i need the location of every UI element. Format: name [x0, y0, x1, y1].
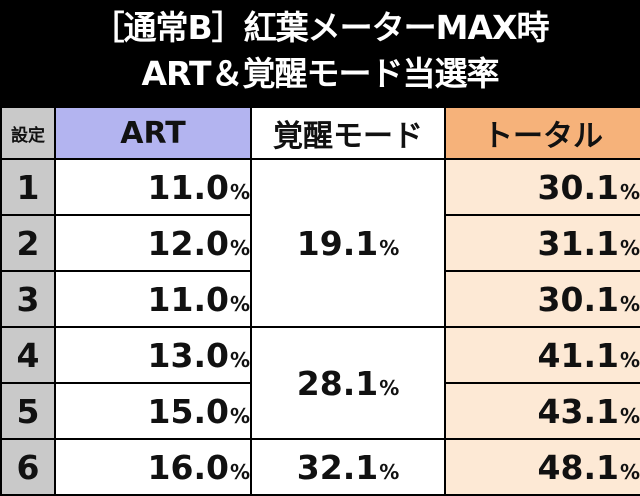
total-rate-cell: 41.1% [444, 326, 640, 384]
percent-sign: % [379, 375, 400, 400]
art-rate-cell: 16.0% [54, 438, 252, 496]
percent-sign: % [379, 459, 400, 484]
percent-sign: % [229, 347, 250, 372]
percent-sign: % [619, 403, 640, 428]
art-rate-cell: 11.0% [54, 158, 252, 216]
setting-cell: 3 [0, 270, 56, 328]
percent-sign: % [619, 291, 640, 316]
art-rate-cell: 12.0% [54, 214, 252, 272]
kakusei-rate-value: 19.1 [296, 223, 379, 263]
kakusei-rate-cell: 28.1% [250, 326, 446, 440]
art-rate-cell: 11.0% [54, 270, 252, 328]
total-rate-value: 41.1 [537, 335, 619, 375]
table-row: 5 15.0% 43.1% [0, 382, 640, 440]
table-row: 3 11.0% 30.1% [0, 270, 640, 328]
total-rate-cell: 30.1% [444, 270, 640, 328]
percent-sign: % [619, 459, 640, 484]
total-rate-value: 48.1 [537, 447, 619, 487]
art-rate-value: 11.0 [147, 167, 229, 207]
total-rate-cell: 48.1% [444, 438, 640, 496]
header-art: ART [54, 106, 252, 160]
kakusei-rate-value: 28.1 [296, 363, 379, 403]
art-rate-value: 15.0 [147, 391, 229, 431]
setting-cell: 1 [0, 158, 56, 216]
kakusei-rate-cell: 19.1% [250, 158, 446, 328]
total-rate-cell: 43.1% [444, 382, 640, 440]
art-rate-value: 12.0 [147, 223, 229, 263]
percent-sign: % [619, 347, 640, 372]
table-row: 4 13.0% 28.1% 41.1% [0, 326, 640, 440]
total-rate-cell: 30.1% [444, 158, 640, 216]
percent-sign: % [379, 235, 400, 260]
header-total: トータル [444, 106, 640, 160]
percent-sign: % [619, 179, 640, 204]
setting-cell: 4 [0, 326, 56, 384]
total-rate-value: 30.1 [537, 279, 619, 319]
header-row: 設定 ART 覚醒モード トータル [0, 106, 640, 160]
percent-sign: % [619, 235, 640, 260]
art-rate-cell: 15.0% [54, 382, 252, 440]
percent-sign: % [229, 403, 250, 428]
kakusei-rate-value: 32.1 [296, 447, 379, 487]
table-row: 2 12.0% 31.1% [0, 214, 640, 272]
setting-cell: 5 [0, 382, 56, 440]
setting-cell: 2 [0, 214, 56, 272]
table-row: 6 16.0% 32.1% 48.1% [0, 438, 640, 496]
total-rate-cell: 31.1% [444, 214, 640, 272]
table-row: 1 11.0% 19.1% 30.1% [0, 158, 640, 328]
total-rate-value: 30.1 [537, 167, 619, 207]
total-rate-value: 31.1 [537, 223, 619, 263]
probability-table: 設定 ART 覚醒モード トータル 1 11.0% 19.1% 30.1% 2 … [0, 106, 640, 496]
title-line-1: ［通常B］紅葉メーターMAX時 [91, 8, 550, 47]
kakusei-rate-cell: 32.1% [250, 438, 446, 496]
header-kakusei-mode: 覚醒モード [250, 106, 446, 160]
header-setting: 設定 [0, 106, 56, 160]
title-line-2: ART＆覚醒モード当選率 [141, 54, 500, 93]
total-rate-value: 43.1 [537, 391, 619, 431]
setting-cell: 6 [0, 438, 56, 496]
art-rate-value: 13.0 [147, 335, 229, 375]
title-block: ［通常B］紅葉メーターMAX時 ART＆覚醒モード当選率 [0, 0, 640, 104]
art-rate-value: 11.0 [147, 279, 229, 319]
art-rate-cell: 13.0% [54, 326, 252, 384]
art-rate-value: 16.0 [147, 447, 229, 487]
percent-sign: % [229, 291, 250, 316]
percent-sign: % [229, 235, 250, 260]
percent-sign: % [229, 179, 250, 204]
percent-sign: % [229, 459, 250, 484]
